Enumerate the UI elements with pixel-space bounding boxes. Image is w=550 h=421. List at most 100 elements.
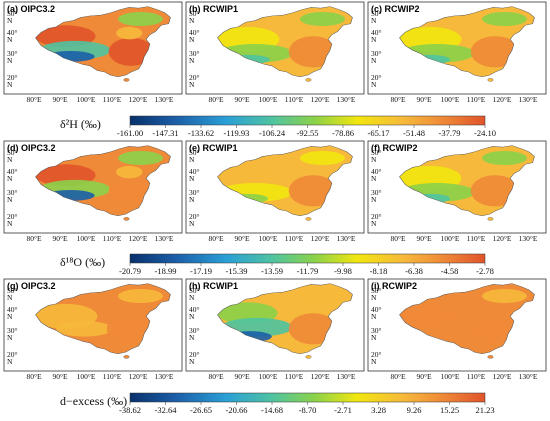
colorbar-tick-label: -20.79 <box>119 266 141 276</box>
latitude-label: 40° <box>7 28 18 37</box>
longitude-label: 80°E <box>390 372 405 381</box>
colorbar-tick-label: -8.70 <box>299 405 317 415</box>
longitude-label: 120°E <box>129 372 148 381</box>
latitude-label: 30° <box>189 326 200 335</box>
longitude-label: 120°E <box>493 372 512 381</box>
latitude-label: 50° <box>371 148 382 157</box>
china-map <box>35 6 171 82</box>
china-map <box>399 283 535 359</box>
longitude-label: 120°E <box>493 234 512 243</box>
colorbar-tick-label: -119.93 <box>224 128 250 138</box>
latitude-label: N <box>189 195 195 204</box>
china-map <box>217 283 353 359</box>
colorbar-tick-label: -17.19 <box>190 266 212 276</box>
colorbar-tick-label: -65.17 <box>368 128 390 138</box>
longitude-label: 110°E <box>285 372 304 381</box>
latitude-label: N <box>189 80 195 89</box>
colorbar-tick-label: -78.86 <box>332 128 354 138</box>
latitude-label: N <box>189 293 195 302</box>
latitude-label: 20° <box>189 73 200 82</box>
latitude-label: 30° <box>7 49 18 58</box>
colorbar: δ¹⁸O (‰) -20.79 -18.99 -17.19 -15.39 -13.59 -1… <box>60 253 494 276</box>
longitude-label: 110°E <box>103 95 122 104</box>
longitude-label: 90°E <box>52 372 67 381</box>
colorbar-tick-label: -37.79 <box>439 128 461 138</box>
colorbar-tick-label: -4.58 <box>441 266 459 276</box>
longitude-label: 120°E <box>311 95 330 104</box>
latitude-label: N <box>7 219 13 228</box>
latitude-label: 50° <box>371 286 382 295</box>
longitude-label: 90°E <box>416 95 431 104</box>
colorbar-tick-label: 15.25 <box>440 405 459 415</box>
latitude-label: N <box>7 155 13 164</box>
latitude-label: N <box>7 56 13 65</box>
colorbar-tick-label: -2.78 <box>476 266 494 276</box>
latitude-label: 30° <box>7 188 18 197</box>
longitude-label: 90°E <box>234 95 249 104</box>
latitude-label: 20° <box>189 212 200 221</box>
longitude-label: 90°E <box>416 372 431 381</box>
longitude-label: 90°E <box>234 234 249 243</box>
colorbar-gradient <box>129 115 486 126</box>
colorbar-tick-label: -106.24 <box>259 128 286 138</box>
latitude-label: N <box>371 56 377 65</box>
map-panel: (d) OIPC3.250°N40°N30°N20°N80°E 90°E 100°E… <box>3 140 183 243</box>
china-map <box>35 283 171 359</box>
latitude-label: 40° <box>371 167 382 176</box>
longitude-label: 80°E <box>26 95 41 104</box>
latitude-label: 50° <box>7 148 18 157</box>
longitude-label: 100°E <box>77 95 96 104</box>
colorbar-tick-label: -15.39 <box>226 266 248 276</box>
longitude-label: 110°E <box>285 95 304 104</box>
colorbar-tick-label: -92.55 <box>297 128 319 138</box>
longitude-label: 110°E <box>467 95 486 104</box>
colorbar-tick-label: 21.23 <box>475 405 494 415</box>
china-map <box>399 145 535 221</box>
colorbar-gradient <box>129 392 486 403</box>
latitude-label: N <box>371 357 377 366</box>
latitude-label: N <box>7 174 13 183</box>
longitude-label: 130°E <box>337 95 356 104</box>
latitude-label: N <box>189 35 195 44</box>
longitude-label: 80°E <box>390 95 405 104</box>
panel-title: (a) OIPC3.2 <box>7 4 55 14</box>
longitude-label: 90°E <box>234 372 249 381</box>
latitude-label: 40° <box>371 28 382 37</box>
latitude-label: 50° <box>189 148 200 157</box>
latitude-label: N <box>189 174 195 183</box>
longitude-label: 110°E <box>285 234 304 243</box>
latitude-label: 30° <box>371 188 382 197</box>
longitude-label: 90°E <box>416 234 431 243</box>
latitude-label: N <box>371 35 377 44</box>
latitude-label: N <box>371 333 377 342</box>
longitude-label: 80°E <box>26 234 41 243</box>
colorbar-tick-label: -26.65 <box>190 405 212 415</box>
latitude-label: 30° <box>371 326 382 335</box>
latitude-label: 20° <box>371 212 382 221</box>
colorbar-tick-label: -38.62 <box>119 405 141 415</box>
colorbar-label: d−excess (‰) <box>60 394 127 408</box>
colorbar-tick-label: -6.38 <box>405 266 423 276</box>
panel-title: (c) RCWIP2 <box>371 4 420 14</box>
colorbar-tick-label: -51.48 <box>403 128 425 138</box>
colorbar-tick-label: -9.98 <box>334 266 352 276</box>
longitude-label: 100°E <box>77 234 96 243</box>
latitude-label: 20° <box>7 350 18 359</box>
latitude-label: 20° <box>7 212 18 221</box>
latitude-label: N <box>7 312 13 321</box>
longitude-label: 130°E <box>155 234 174 243</box>
colorbar-gradient <box>129 253 486 264</box>
longitude-label: 80°E <box>208 372 223 381</box>
longitude-label: 100°E <box>77 372 96 381</box>
latitude-label: 30° <box>7 326 18 335</box>
panel-title: (d) OIPC3.2 <box>7 143 56 153</box>
longitude-label: 130°E <box>519 234 538 243</box>
latitude-label: 40° <box>189 167 200 176</box>
colorbar-tick-label: 3.28 <box>371 405 386 415</box>
china-map <box>35 145 171 221</box>
colorbar-tick-label: -20.66 <box>226 405 248 415</box>
longitude-label: 120°E <box>129 95 148 104</box>
